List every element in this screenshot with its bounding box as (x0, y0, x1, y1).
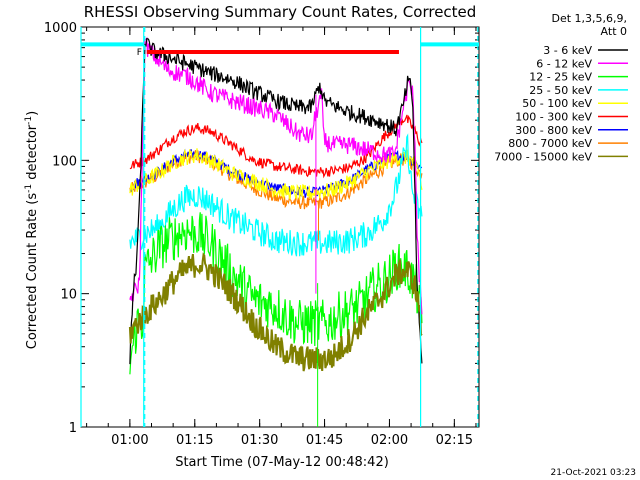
y-axis-label-part2: detector (25, 124, 40, 184)
y-tick-label: 10 (60, 288, 77, 303)
legend-label: 7000 - 15000 keV (494, 150, 592, 163)
y-tick-label: 100 (52, 154, 77, 169)
series-line (129, 37, 423, 365)
y-axis-label-sup2: -1 (24, 116, 34, 125)
legend-attenuator: Att 0 (601, 25, 627, 38)
legend-label: 800 - 7000 keV (508, 137, 592, 150)
plot-area (80, 27, 479, 427)
x-tick-label: 01:30 (241, 433, 278, 448)
series-line (129, 36, 423, 315)
x-axis-label: Start Time (07-May-12 00:48:42) (175, 455, 389, 470)
y-tick-label: 1 (69, 421, 77, 436)
y-axis-label-part1: Corrected Count Rate (s (25, 193, 40, 350)
series-line (129, 212, 423, 375)
y-axis-label: Corrected Count Rate (s-1 detector-1) (24, 111, 40, 349)
y-axis-label-sup1: -1 (24, 184, 34, 193)
overlay-layer (80, 27, 479, 427)
y-axis-label-part3: ) (25, 111, 40, 116)
legend-detectors: Det 1,3,5,6,9, (551, 12, 627, 25)
chart-title: RHESSI Observing Summary Count Rates, Co… (84, 3, 477, 21)
x-tick-label: 01:00 (111, 433, 148, 448)
flare-marker-label: F (137, 48, 142, 58)
x-tick-label: 02:00 (371, 433, 408, 448)
legend-label: 100 - 300 keV (515, 111, 592, 124)
series-line (129, 148, 423, 198)
legend-label: 3 - 6 keV (543, 44, 592, 57)
x-axis-ticks: 01:00 01:15 01:30 01:45 02:00 02:15 (86, 27, 477, 448)
legend-label: 6 - 12 keV (536, 57, 592, 70)
legend-label: 50 - 100 keV (522, 97, 592, 110)
series-line (129, 148, 423, 200)
date-stamp: 21-Oct-2021 03:23 (551, 468, 636, 478)
y-tick-label: 1000 (44, 21, 77, 36)
legend-label: 300 - 800 keV (515, 124, 592, 137)
x-tick-label: 01:15 (176, 433, 213, 448)
series-layer (128, 36, 423, 375)
legend-label: 12 - 25 keV (529, 71, 592, 84)
series-line (128, 252, 423, 372)
x-tick-label: 01:45 (306, 433, 343, 448)
y-axis-ticks: 1 10 100 1000 (44, 21, 479, 436)
legend-label: 25 - 50 keV (529, 84, 592, 97)
series-line (129, 133, 423, 257)
x-tick-label: 02:15 (436, 433, 473, 448)
